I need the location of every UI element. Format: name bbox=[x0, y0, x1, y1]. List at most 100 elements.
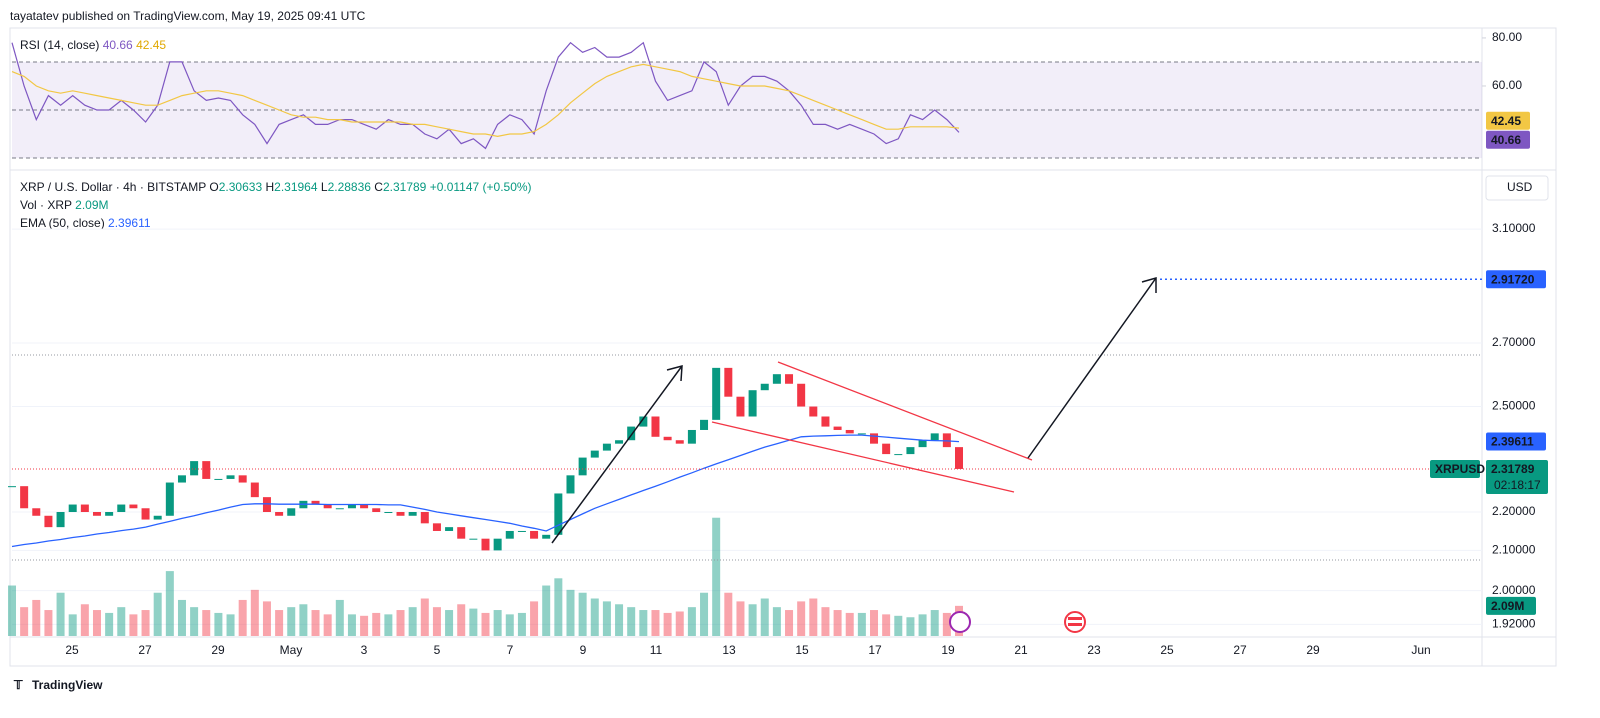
candle bbox=[736, 396, 745, 417]
currency-box[interactable] bbox=[1485, 175, 1549, 201]
volume-bar bbox=[275, 610, 284, 636]
channel-line bbox=[777, 361, 1033, 461]
symbol-title: XRP / U.S. Dollar · 4h · BITSTAMP bbox=[20, 180, 206, 194]
volume-bar bbox=[675, 611, 684, 636]
volume-bar bbox=[177, 599, 186, 636]
candle bbox=[797, 383, 806, 407]
volume-bar bbox=[117, 607, 126, 636]
candle bbox=[262, 497, 271, 513]
volume-bar bbox=[481, 612, 490, 636]
last-price-box bbox=[1486, 459, 1548, 494]
volume-bar bbox=[238, 599, 247, 636]
volume-bar bbox=[857, 612, 866, 636]
rsi-ma-value: 42.45 bbox=[136, 38, 166, 52]
ohlc-label: O bbox=[209, 180, 218, 194]
volume-bar bbox=[335, 599, 344, 636]
footer-logo[interactable]: TradingView bbox=[32, 678, 103, 692]
volume-bar bbox=[687, 607, 696, 636]
ohlc-label: L bbox=[321, 180, 328, 194]
candle bbox=[92, 512, 101, 516]
volume-bar bbox=[384, 614, 393, 636]
volume-bar bbox=[724, 592, 733, 636]
candle bbox=[226, 475, 235, 479]
candle bbox=[760, 383, 769, 391]
volume-bar bbox=[663, 612, 672, 636]
volume-bar bbox=[469, 608, 478, 636]
candle bbox=[323, 504, 332, 509]
candle bbox=[930, 433, 939, 441]
candle bbox=[906, 447, 915, 455]
candle bbox=[505, 530, 514, 539]
candle bbox=[748, 390, 757, 417]
plot-layer: 1.92000 2.00000 2.10000 2.20000 2.50000 2.700… bbox=[8, 30, 1548, 657]
volume-bar bbox=[590, 598, 599, 636]
volume-bar bbox=[785, 610, 794, 636]
candle bbox=[785, 374, 794, 384]
frame bbox=[9, 27, 1557, 667]
price-legend: XRP / U.S. Dollar · 4h · BITSTAMP O2.306… bbox=[20, 180, 532, 194]
volume-bar bbox=[821, 607, 830, 636]
candle bbox=[80, 504, 89, 513]
x-tick-label: 5 bbox=[434, 643, 441, 657]
candle bbox=[882, 443, 891, 455]
x-tick-label: Jun bbox=[1411, 643, 1430, 657]
candle bbox=[542, 534, 551, 539]
volume-bar bbox=[396, 610, 405, 636]
candle bbox=[8, 486, 16, 488]
volume-bar bbox=[323, 614, 332, 636]
x-tick-label: 25 bbox=[1160, 643, 1174, 657]
volume-bar bbox=[712, 517, 721, 636]
y-tick-label: 80.00 bbox=[1492, 30, 1522, 44]
event-icon[interactable] bbox=[1064, 611, 1086, 633]
currency-label[interactable]: USD bbox=[1507, 180, 1533, 194]
volume-bar bbox=[566, 589, 575, 636]
arrow bbox=[1027, 277, 1157, 459]
candle bbox=[105, 512, 114, 516]
volume-bar bbox=[542, 585, 551, 636]
volume-bar bbox=[578, 592, 587, 636]
volume-bar bbox=[505, 614, 514, 636]
candle bbox=[396, 512, 405, 516]
volume-bar bbox=[214, 612, 223, 636]
candle bbox=[857, 433, 866, 435]
candle bbox=[44, 515, 53, 528]
candle bbox=[700, 419, 709, 430]
candle bbox=[360, 504, 369, 509]
candle bbox=[627, 426, 636, 441]
event-icon[interactable] bbox=[949, 611, 971, 633]
volume-bar bbox=[432, 607, 441, 636]
volume-bar bbox=[797, 601, 806, 636]
symbol-box bbox=[1430, 459, 1480, 478]
y-tick-label: 60.00 bbox=[1492, 78, 1522, 92]
volume-axis-label-box bbox=[1486, 596, 1536, 615]
ema-axis-label-box bbox=[1486, 432, 1546, 451]
volume-bar bbox=[129, 614, 138, 636]
volume-bar bbox=[882, 614, 891, 636]
candle bbox=[615, 440, 624, 444]
volume-bar bbox=[311, 610, 320, 636]
target-label: 2.91720 bbox=[1491, 272, 1535, 286]
volume-bar bbox=[32, 599, 41, 636]
x-tick-label: 13 bbox=[722, 643, 736, 657]
volume-bar bbox=[372, 612, 381, 636]
countdown-label: 02:18:17 bbox=[1494, 478, 1541, 492]
ohlc-value: 2.28836 bbox=[328, 180, 372, 194]
candle bbox=[129, 504, 138, 509]
volume-legend: Vol · XRP 2.09M bbox=[20, 198, 109, 212]
channel-line bbox=[711, 421, 1015, 493]
volume-bar bbox=[639, 610, 648, 636]
candle bbox=[68, 504, 77, 513]
x-tick-label: 11 bbox=[650, 643, 663, 657]
candle bbox=[724, 367, 733, 397]
candle bbox=[432, 523, 441, 531]
rsi-legend: RSI (14, close) 40.66 42.45 bbox=[20, 38, 166, 52]
volume-value: 2.09M bbox=[75, 198, 108, 212]
candle bbox=[445, 527, 454, 531]
candle bbox=[517, 530, 526, 532]
candle bbox=[384, 512, 393, 514]
last-price-label: 2.31789 bbox=[1491, 462, 1535, 476]
candle bbox=[955, 447, 963, 469]
candle bbox=[214, 478, 223, 480]
rsi-axis-label: 40.66 bbox=[1491, 133, 1521, 147]
